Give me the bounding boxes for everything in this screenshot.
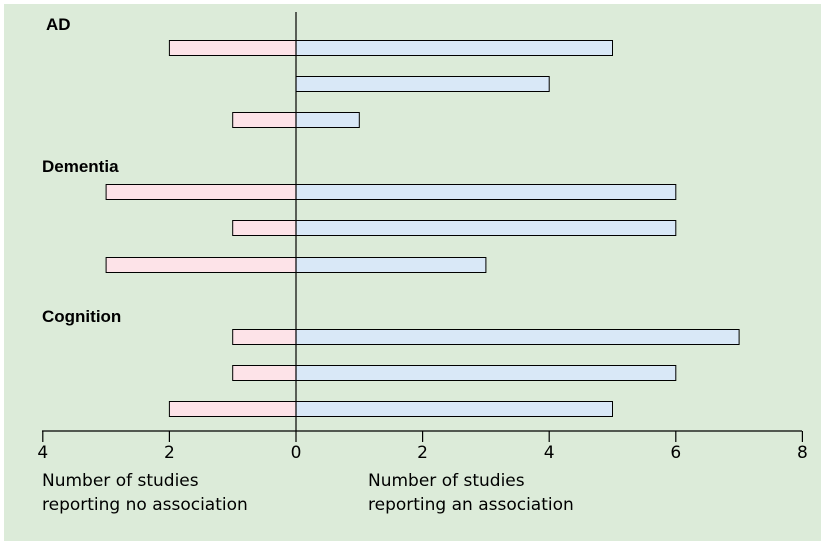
right-caption-line1: Number of studies — [368, 471, 525, 491]
bar-no-association — [105, 257, 297, 273]
group-label-cognition: Cognition — [42, 307, 121, 326]
bar-association — [295, 365, 677, 381]
bar-no-association — [232, 112, 297, 128]
bar-association — [295, 401, 613, 417]
bar-association — [295, 112, 360, 128]
bar-association — [295, 329, 740, 345]
x-tick-label: 0 — [291, 443, 302, 463]
group-label-dementia: Dementia — [42, 157, 119, 176]
bar-no-association — [232, 329, 297, 345]
x-tick-label: 4 — [544, 443, 555, 463]
x-tick-label: 2 — [417, 443, 428, 463]
bar-no-association — [168, 40, 297, 56]
x-tick-label: 6 — [670, 443, 681, 463]
bar-association — [295, 220, 677, 236]
bar-association — [295, 76, 550, 92]
bar-association — [295, 40, 613, 56]
x-tick-label: 4 — [37, 443, 48, 463]
x-tick-label: 2 — [164, 443, 175, 463]
bar-no-association — [232, 220, 297, 236]
bar-no-association — [105, 184, 297, 200]
bar-no-association — [232, 365, 297, 381]
bar-association — [295, 257, 487, 273]
bar-association — [295, 184, 677, 200]
x-tick-label: 8 — [797, 443, 808, 463]
left-caption-line2: reporting no association — [42, 495, 248, 515]
left-caption-line1: Number of studies — [42, 471, 199, 491]
group-label-ad: AD — [46, 15, 71, 34]
bar-no-association — [168, 401, 297, 417]
right-caption-line2: reporting an association — [368, 495, 574, 515]
